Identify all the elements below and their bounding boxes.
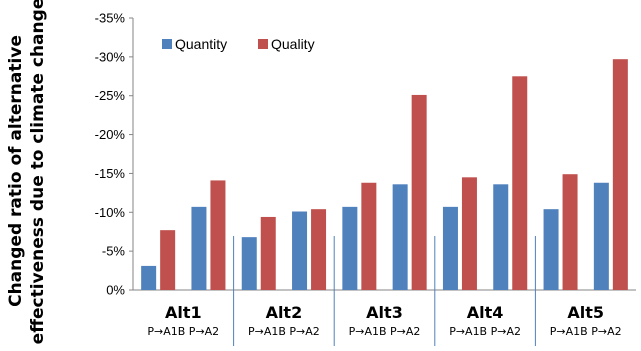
x-group-labels: Alt1 P→A1B P→A2 Alt2 P→A1B P→A2 Alt3 P→A1B P→…	[147, 236, 622, 346]
bar-quantity-alt2-2	[292, 211, 308, 290]
y-tick-label: -20%	[95, 127, 126, 142]
group-label: Alt1	[165, 303, 202, 322]
bar-quality-alt5-1	[562, 174, 578, 290]
y-axis-title-line-2: effectiveness due to climate change	[28, 0, 48, 344]
y-tick-label: -5%	[102, 244, 126, 259]
bar-quantity-alt4-1	[442, 206, 458, 290]
y-tick-label: -35%	[95, 11, 126, 26]
bars	[141, 59, 628, 291]
legend: Quantity Quality	[162, 36, 315, 52]
bar-quality-alt1-1	[160, 230, 176, 290]
group-sublabel: P→A1B P→A2	[550, 325, 622, 338]
y-tick-label: -25%	[95, 88, 126, 103]
group-label: Alt3	[366, 303, 403, 322]
bar-quantity-alt1-1	[141, 265, 157, 290]
group-label: Alt5	[567, 303, 604, 322]
y-tick-label: 0%	[106, 283, 125, 298]
bar-quality-alt2-1	[260, 216, 276, 290]
group-sublabel: P→A1B P→A2	[147, 325, 219, 338]
bar-quantity-alt5-2	[593, 182, 609, 290]
y-tick-label: -30%	[95, 49, 126, 64]
bar-quantity-alt4-2	[493, 184, 509, 290]
bar-quality-alt4-2	[512, 76, 528, 291]
group-label: Alt2	[266, 303, 303, 322]
group-sublabel: P→A1B P→A2	[449, 325, 521, 338]
group-label: Alt4	[467, 303, 504, 322]
bar-quantity-alt1-2	[191, 206, 207, 290]
bar-quantity-alt3-2	[392, 184, 408, 290]
group-sublabel: P→A1B P→A2	[248, 325, 320, 338]
bar-quantity-alt2-1	[241, 237, 257, 290]
legend-label-quantity: Quantity	[175, 36, 227, 52]
bar-quality-alt5-2	[612, 59, 628, 291]
group-sublabel: P→A1B P→A2	[349, 325, 421, 338]
y-tick-label: -15%	[95, 166, 126, 181]
y-tick-labels: 0% -5% -10% -15% -20% -25% -30% -35%	[95, 11, 126, 298]
y-axis-title-line-1: Changed ratio of alternative	[6, 35, 26, 307]
bar-quality-alt2-2	[311, 209, 327, 290]
legend-label-quality: Quality	[271, 36, 315, 52]
legend-swatch-quality	[258, 39, 268, 49]
legend-swatch-quantity	[162, 39, 172, 49]
y-tick-label: -10%	[95, 205, 126, 220]
bar-quantity-alt3-1	[342, 206, 358, 290]
bar-quality-alt4-1	[461, 177, 477, 290]
bar-quality-alt3-1	[361, 182, 377, 290]
bar-quality-alt3-2	[411, 94, 427, 291]
bar-quality-alt1-2	[210, 180, 226, 290]
y-axis-title: Changed ratio of alternative effectivene…	[6, 0, 48, 344]
bar-quantity-alt5-1	[543, 209, 559, 290]
